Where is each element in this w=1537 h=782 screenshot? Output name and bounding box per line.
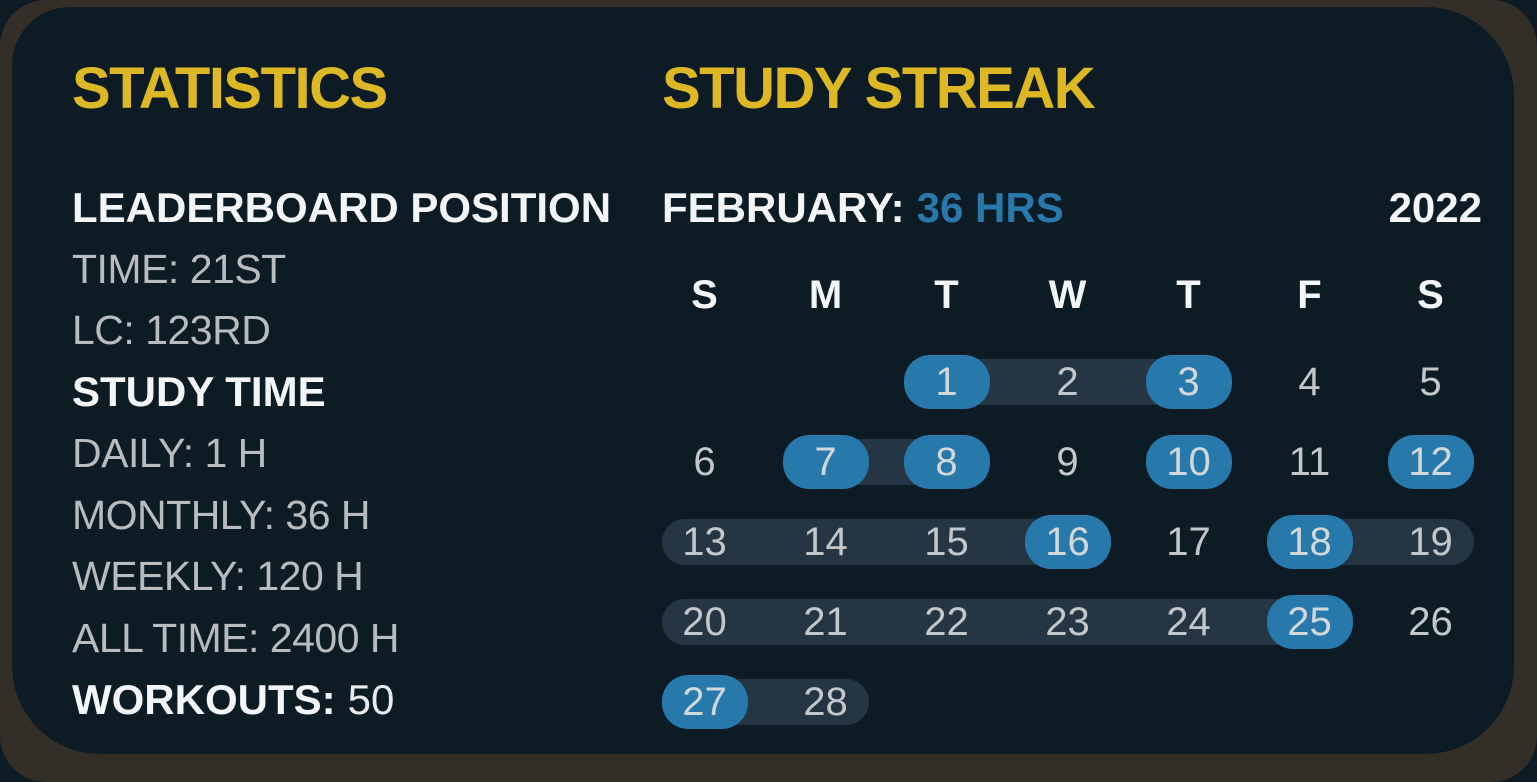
stat-label: WORKOUTS: <box>72 675 336 723</box>
month-summary-left: FEBRUARY: 36 HRS <box>662 184 1064 232</box>
calendar-day: 10 <box>1128 422 1249 502</box>
day-number: 9 <box>1056 439 1079 484</box>
day-number: 22 <box>924 599 969 644</box>
weekday-header: T <box>934 272 959 317</box>
calendar-day: 15 <box>886 502 1007 582</box>
weekday-header: S <box>1417 272 1444 317</box>
calendar-day: 24 <box>1128 582 1249 662</box>
calendar-day: 6 <box>644 422 765 502</box>
studied-day-chip: 27 <box>661 675 748 729</box>
calendar-day: 23 <box>1007 582 1128 662</box>
calendar-day: 7 <box>765 422 886 502</box>
calendar-day: 14 <box>765 502 886 582</box>
stat-line: DAILY: 1 H <box>72 423 611 485</box>
stat-label: STUDY TIME <box>72 368 326 416</box>
calendar-day: 18 <box>1249 502 1370 582</box>
stat-label: LEADERBOARD POSITION <box>72 183 612 231</box>
day-number: 11 <box>1288 439 1331 484</box>
calendar-day: 13 <box>644 502 765 582</box>
stat-label: LC: 123RD <box>72 307 271 354</box>
day-number: 14 <box>803 519 848 564</box>
day-number: 6 <box>693 439 716 484</box>
weekday-header: F <box>1297 272 1322 317</box>
calendar-day: 20 <box>644 582 765 662</box>
month-label: FEBRUARY: <box>662 183 905 231</box>
calendar-day: 5 <box>1370 342 1491 422</box>
day-number: 4 <box>1298 359 1321 404</box>
calendar-grid: 1 2 3 4 5 6 7 8 9 10 11 12 13 14 15 16 17 18 19 20 21 22 23 24 2… <box>644 342 1491 742</box>
day-number: 23 <box>1045 599 1090 644</box>
studied-day-chip: 18 <box>1266 515 1353 569</box>
calendar-day: 4 <box>1249 342 1370 422</box>
month-summary-row: FEBRUARY: 36 HRS 2022 <box>662 177 1482 239</box>
stat-label: WEEKLY: 120 H <box>72 553 364 600</box>
stats-card: STATISTICS LEADERBOARD POSITION TIME: 21S… <box>12 7 1514 754</box>
weekday-header: M <box>808 272 843 317</box>
studied-day-chip: 25 <box>1266 595 1353 649</box>
calendar-day: 12 <box>1370 422 1491 502</box>
calendar-day: 28 <box>765 662 886 742</box>
studied-day-chip: 1 <box>903 355 990 409</box>
calendar-day: 22 <box>886 582 1007 662</box>
day-number: 2 <box>1056 359 1079 404</box>
calendar-day: 26 <box>1370 582 1491 662</box>
calendar-day: 9 <box>1007 422 1128 502</box>
stat-heading: LEADERBOARD POSITION <box>72 177 611 239</box>
calendar-day: 27 <box>644 662 765 742</box>
stat-line: MONTHLY: 36 H <box>72 485 611 547</box>
calendar-day: 3 <box>1128 342 1249 422</box>
day-number: 24 <box>1166 599 1211 644</box>
studied-day-chip: 3 <box>1145 355 1232 409</box>
day-number: 28 <box>803 679 848 724</box>
calendar-day: 8 <box>886 422 1007 502</box>
month-total-hours: 36 HRS <box>916 183 1064 231</box>
studied-day-chip: 10 <box>1145 435 1232 489</box>
stat-line: WEEKLY: 120 H <box>72 546 611 608</box>
stat-value: 50 <box>347 675 395 723</box>
calendar-day: 21 <box>765 582 886 662</box>
streak-pill <box>661 599 1353 645</box>
stat-label: DAILY: 1 H <box>72 430 267 477</box>
studied-day-chip: 16 <box>1024 515 1111 569</box>
studied-day-chip: 12 <box>1387 435 1474 489</box>
stat-heading: STUDY TIME <box>72 362 611 424</box>
stat-line: LC: 123RD <box>72 300 611 362</box>
statistics-title: STATISTICS <box>72 56 388 121</box>
calendar-day: 2 <box>1007 342 1128 422</box>
calendar-day: 11 <box>1249 422 1370 502</box>
weekday-header: S <box>691 272 718 317</box>
calendar-day: 25 <box>1249 582 1370 662</box>
day-number: 17 <box>1166 519 1211 564</box>
studied-day-chip: 7 <box>782 435 869 489</box>
weekday-header: W <box>1048 272 1087 317</box>
stat-label: ALL TIME: 2400 H <box>72 614 400 661</box>
calendar-day: 1 <box>886 342 1007 422</box>
day-number: 15 <box>924 519 969 564</box>
calendar-day: 17 <box>1128 502 1249 582</box>
day-number: 19 <box>1408 519 1453 564</box>
stat-label: TIME: 21ST <box>72 245 286 292</box>
stat-line: TIME: 21ST <box>72 239 611 301</box>
year-label: 2022 <box>1388 183 1482 231</box>
studied-day-chip: 8 <box>903 435 990 489</box>
day-number: 26 <box>1408 599 1453 644</box>
study-streak-title: STUDY STREAK <box>662 56 1096 121</box>
day-number: 13 <box>682 519 727 564</box>
stat-heading: WORKOUTS: 50 <box>72 669 611 731</box>
day-number: 21 <box>803 599 848 644</box>
day-number: 20 <box>682 599 727 644</box>
day-number: 5 <box>1419 359 1442 404</box>
calendar-day: 19 <box>1370 502 1491 582</box>
stat-line: ALL TIME: 2400 H <box>72 608 611 670</box>
stat-label: MONTHLY: 36 H <box>72 491 371 538</box>
calendar-day: 16 <box>1007 502 1128 582</box>
weekday-header: T <box>1176 272 1201 317</box>
statistics-lines: LEADERBOARD POSITION TIME: 21ST LC: 123RD S… <box>72 177 611 731</box>
